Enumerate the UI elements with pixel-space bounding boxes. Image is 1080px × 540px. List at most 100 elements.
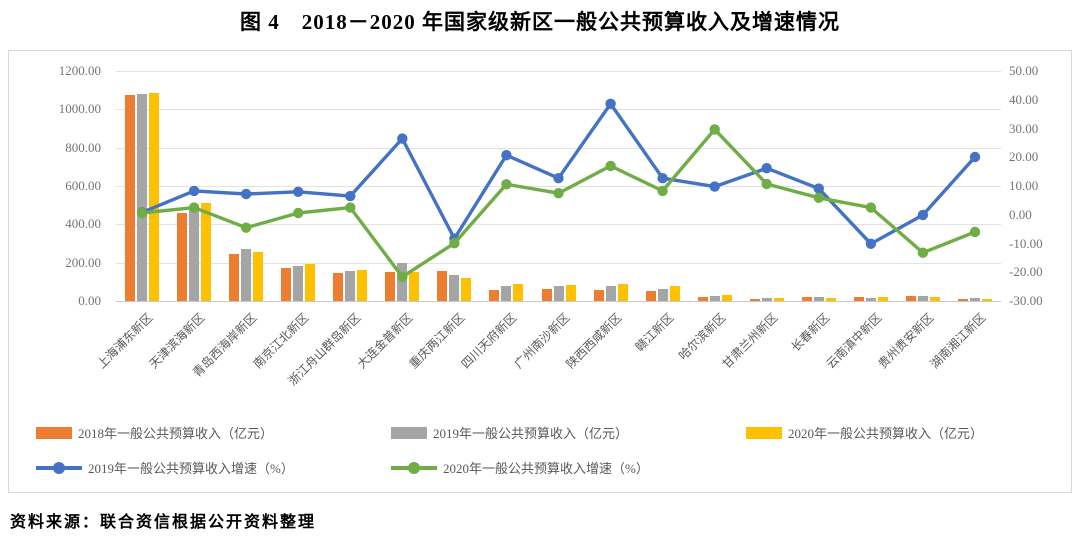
chart-title: 图 4 2018－2020 年国家级新区一般公共预算收入及增速情况 bbox=[240, 10, 840, 34]
bar-2019年 bbox=[397, 263, 407, 301]
x-axis-line bbox=[116, 301, 1001, 302]
left-axis-tick: 600.00 bbox=[65, 178, 101, 193]
bar-2019年 bbox=[293, 266, 303, 301]
bar-2018年 bbox=[333, 273, 343, 301]
bar-2018年 bbox=[177, 213, 187, 301]
bar-2020年 bbox=[149, 93, 159, 301]
right-axis-tick: 20.00 bbox=[1009, 149, 1039, 164]
legend-line-swatch-icon bbox=[391, 461, 437, 474]
bar-2018年 bbox=[594, 290, 604, 301]
right-axis-tick: -10.00 bbox=[1009, 236, 1043, 251]
marker-2019年-growth bbox=[865, 238, 877, 249]
growth-lines-svg bbox=[136, 98, 981, 282]
bar-2018年 bbox=[698, 297, 708, 301]
marker-2020年-growth bbox=[188, 202, 200, 213]
bar-2018年 bbox=[489, 290, 499, 301]
right-axis-tick: 30.00 bbox=[1009, 121, 1039, 136]
legend-bar-swatch-icon bbox=[36, 426, 72, 439]
bar-2018年 bbox=[750, 299, 760, 301]
marker-2019年-growth bbox=[709, 181, 720, 192]
marker-2019年-growth bbox=[969, 151, 981, 163]
plot-area bbox=[116, 71, 1001, 302]
bar-2018年 bbox=[646, 291, 656, 301]
bar-2020年 bbox=[409, 272, 419, 301]
right-axis-tick: 50.00 bbox=[1009, 63, 1039, 78]
marker-2020年-growth bbox=[761, 178, 772, 190]
legend-label: 2020年一般公共预算收入（亿元） bbox=[788, 426, 984, 441]
marker-2020年-growth bbox=[709, 124, 720, 135]
marker-2020年-growth bbox=[501, 179, 512, 190]
gridline bbox=[116, 71, 1001, 72]
right-axis-tick: 40.00 bbox=[1009, 92, 1039, 107]
bar-2020年 bbox=[357, 270, 367, 301]
marker-2020年-growth bbox=[449, 238, 460, 249]
legend-label: 2020年一般公共预算收入增速（%） bbox=[443, 461, 649, 476]
bar-2018年 bbox=[385, 272, 395, 301]
left-axis-tick: 800.00 bbox=[65, 140, 101, 155]
marker-2019年-growth bbox=[605, 98, 616, 109]
legend-item-2020年: 2020年一般公共预算收入（亿元） bbox=[746, 423, 983, 442]
marker-2020年-growth bbox=[240, 222, 252, 233]
legend-label: 2018年一般公共预算收入（亿元） bbox=[78, 426, 274, 441]
bar-2018年 bbox=[125, 95, 135, 301]
gridline bbox=[116, 263, 1001, 264]
bar-2019年 bbox=[241, 249, 251, 301]
legend-label: 2019年一般公共预算收入（亿元） bbox=[433, 426, 629, 441]
right-axis-tick: -30.00 bbox=[1009, 293, 1043, 308]
legend-item-2019年: 2019年一般公共预算收入（亿元） bbox=[391, 423, 628, 442]
bar-2019年 bbox=[658, 289, 668, 301]
bar-2018年 bbox=[802, 297, 812, 301]
marker-2020年-growth bbox=[813, 192, 824, 203]
bar-2019年 bbox=[554, 286, 564, 301]
marker-2020年-growth bbox=[657, 185, 668, 197]
bar-2019年 bbox=[866, 298, 876, 301]
bar-2019年 bbox=[189, 207, 199, 301]
marker-2019年-growth bbox=[240, 188, 252, 200]
marker-2020年-growth bbox=[293, 207, 304, 219]
left-axis-tick: 400.00 bbox=[65, 216, 101, 231]
legend-item-2018年: 2018年一般公共预算收入（亿元） bbox=[36, 423, 273, 442]
gridline bbox=[116, 109, 1001, 110]
right-axis-tick: 0.00 bbox=[1009, 207, 1032, 222]
marker-2020年-growth bbox=[917, 247, 929, 258]
bar-2018年 bbox=[906, 296, 916, 301]
legend-item-2019年: 2019年一般公共预算收入增速（%） bbox=[36, 458, 294, 477]
bar-2019年 bbox=[449, 275, 459, 301]
bar-2019年 bbox=[710, 296, 720, 301]
bar-2020年 bbox=[670, 286, 680, 301]
marker-2020年-growth bbox=[397, 271, 408, 282]
left-axis-tick: 200.00 bbox=[65, 255, 101, 270]
bar-2019年 bbox=[137, 94, 147, 301]
bar-2020年 bbox=[461, 278, 471, 301]
bar-2020年 bbox=[878, 297, 888, 301]
legend-marker-icon bbox=[53, 461, 65, 474]
bar-2020年 bbox=[618, 284, 628, 301]
source-note: 资料来源：联合资信根据公开资料整理 bbox=[10, 514, 317, 531]
bar-2019年 bbox=[918, 296, 928, 301]
bar-2018年 bbox=[437, 271, 447, 301]
legend-bar-swatch-icon bbox=[746, 426, 782, 439]
marker-2019年-growth bbox=[501, 150, 512, 161]
legend-bar-swatch-icon bbox=[391, 426, 427, 439]
bar-2020年 bbox=[201, 203, 211, 301]
bar-2020年 bbox=[566, 285, 576, 301]
left-axis-tick: 0.00 bbox=[78, 293, 101, 308]
bar-2018年 bbox=[281, 268, 291, 301]
chart-frame: 1200.00 1000.00 800.00 600.00 400.00 200.00 0.… bbox=[8, 50, 1072, 493]
bar-2019年 bbox=[762, 298, 772, 301]
bar-2020年 bbox=[305, 264, 315, 301]
marker-2019年-growth bbox=[188, 185, 200, 197]
marker-2019年-growth bbox=[761, 163, 772, 174]
marker-2019年-growth bbox=[345, 190, 356, 202]
bar-2020年 bbox=[982, 299, 992, 301]
left-axis-tick: 1000.00 bbox=[58, 101, 101, 116]
line-2020年-growth bbox=[141, 127, 976, 279]
marker-2020年-growth bbox=[865, 202, 877, 213]
marker-2020年-growth bbox=[553, 188, 564, 199]
bar-2020年 bbox=[253, 252, 263, 301]
marker-2019年-growth bbox=[917, 209, 929, 221]
bar-2020年 bbox=[774, 298, 784, 301]
marker-2019年-growth bbox=[553, 173, 564, 184]
gridline bbox=[116, 186, 1001, 187]
